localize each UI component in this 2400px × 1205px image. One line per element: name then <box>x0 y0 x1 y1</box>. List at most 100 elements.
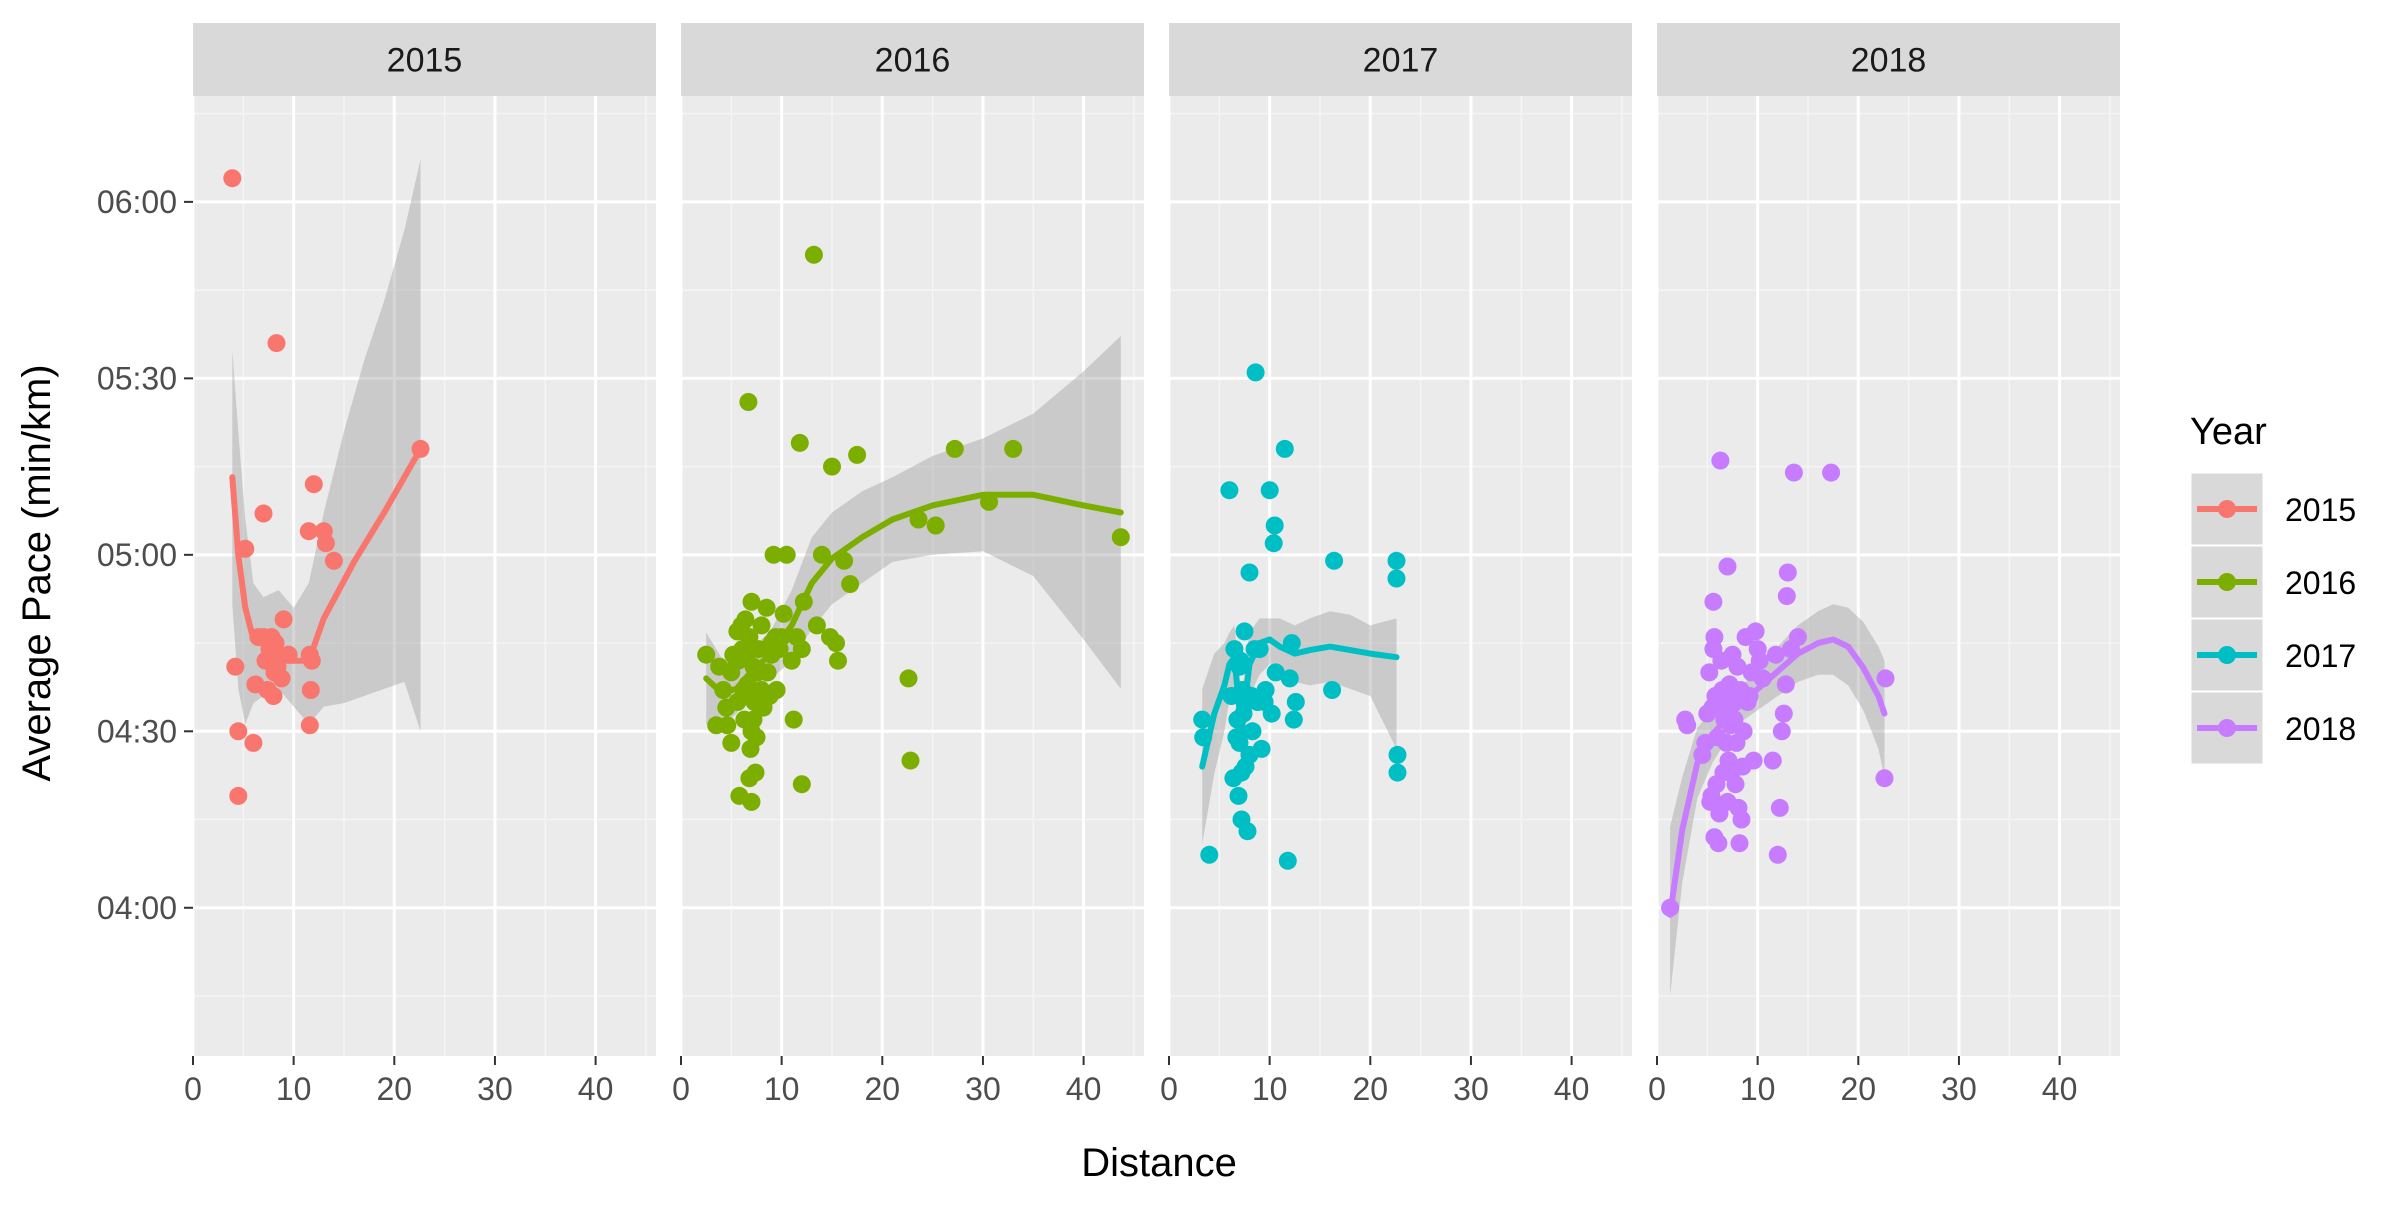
data-point <box>1728 657 1747 676</box>
legend-key-point <box>2218 719 2236 737</box>
data-point <box>742 792 761 811</box>
data-point <box>1230 733 1249 752</box>
data-point <box>272 669 291 688</box>
legend-key-point <box>2218 646 2236 664</box>
data-point <box>1734 722 1753 741</box>
data-point <box>1772 722 1791 741</box>
data-point <box>1266 663 1285 682</box>
data-point <box>1711 451 1730 470</box>
data-point <box>274 610 293 629</box>
data-point <box>1709 834 1728 853</box>
data-point <box>1788 628 1807 647</box>
x-tick-label: 0 <box>672 1071 690 1107</box>
data-point <box>804 245 823 264</box>
data-point <box>1768 845 1787 864</box>
data-point <box>1678 716 1697 735</box>
data-point <box>1193 710 1212 729</box>
x-tick-label: 20 <box>1841 1071 1877 1107</box>
data-point <box>1264 534 1283 553</box>
data-point <box>829 651 847 670</box>
data-point <box>742 592 761 611</box>
data-point <box>264 687 283 705</box>
y-tick-label: 04:30 <box>97 713 177 749</box>
legend: Year 2015 2016 2017 2018 <box>2190 411 2356 765</box>
data-point <box>1286 693 1305 711</box>
data-point <box>324 551 343 570</box>
trend-line <box>1199 636 1400 770</box>
data-point <box>774 604 793 623</box>
legend-item-2017: 2017 <box>2190 618 2356 692</box>
legend-item-2015: 2015 <box>2190 472 2356 546</box>
facet-panel-2016: 2016 0 10 20 30 40 <box>672 23 1144 1107</box>
facet-panel-2017: 2017 0 10 20 30 40 <box>1160 23 1632 1107</box>
data-point <box>752 616 771 635</box>
x-tick-label: 20 <box>377 1071 413 1107</box>
data-point <box>226 657 245 676</box>
x-tick-label: 0 <box>184 1071 202 1107</box>
facet-strip-label: 2018 <box>1851 42 1927 80</box>
plot-background <box>193 96 656 1056</box>
x-axis-title: Distance <box>1081 1141 1237 1185</box>
data-point <box>790 433 809 452</box>
data-point <box>1111 528 1130 547</box>
scatter-points-2016 <box>697 245 1130 811</box>
data-point <box>304 475 323 494</box>
data-point <box>848 445 867 464</box>
data-point <box>1240 563 1259 582</box>
legend-label: 2015 <box>2285 492 2356 528</box>
data-point <box>301 681 320 699</box>
x-tick-label: 40 <box>578 1071 614 1107</box>
legend-label: 2018 <box>2285 711 2356 747</box>
data-point <box>1776 675 1795 694</box>
plot-background <box>681 96 1144 1056</box>
data-point <box>1387 569 1406 588</box>
data-point <box>1822 463 1841 482</box>
data-point <box>841 575 860 594</box>
data-point <box>316 534 335 553</box>
x-tick-label: 10 <box>1252 1071 1288 1107</box>
data-point <box>807 616 826 635</box>
data-point <box>697 645 716 664</box>
data-point <box>1726 775 1745 794</box>
trend-line <box>703 491 1124 696</box>
data-point <box>244 733 263 752</box>
data-point <box>739 393 758 411</box>
facet-strip <box>681 23 1144 96</box>
data-point <box>1323 681 1342 699</box>
x-tick-label: 10 <box>1740 1071 1776 1107</box>
legend-label: 2017 <box>2285 638 2356 674</box>
data-point <box>229 786 248 805</box>
x-tick-label: 0 <box>1160 1071 1178 1107</box>
data-point <box>901 751 920 770</box>
data-point <box>827 634 845 653</box>
data-point <box>722 733 741 752</box>
data-point <box>223 169 242 188</box>
confidence-band <box>232 159 421 732</box>
data-point <box>747 728 766 747</box>
data-point <box>1777 587 1796 606</box>
x-tick-label: 30 <box>965 1071 1001 1107</box>
data-point <box>1387 551 1406 570</box>
y-tick-label: 04:00 <box>97 890 177 926</box>
data-point <box>1746 622 1765 641</box>
data-point <box>1784 463 1803 482</box>
data-point <box>1275 439 1294 458</box>
data-point <box>1284 710 1303 729</box>
data-point <box>1388 763 1407 782</box>
data-point <box>792 775 811 794</box>
data-point <box>1252 739 1271 758</box>
data-point <box>1004 439 1023 458</box>
data-point <box>1774 704 1793 723</box>
data-point <box>254 504 273 523</box>
data-point <box>1718 557 1737 576</box>
facet-strip <box>1169 23 1632 96</box>
data-point <box>736 610 755 629</box>
x-tick-label: 20 <box>865 1071 901 1107</box>
trend-line <box>229 445 424 664</box>
data-point <box>1238 822 1257 841</box>
legend-key-point <box>2218 573 2236 591</box>
data-point <box>784 710 803 729</box>
data-point <box>1700 663 1719 682</box>
